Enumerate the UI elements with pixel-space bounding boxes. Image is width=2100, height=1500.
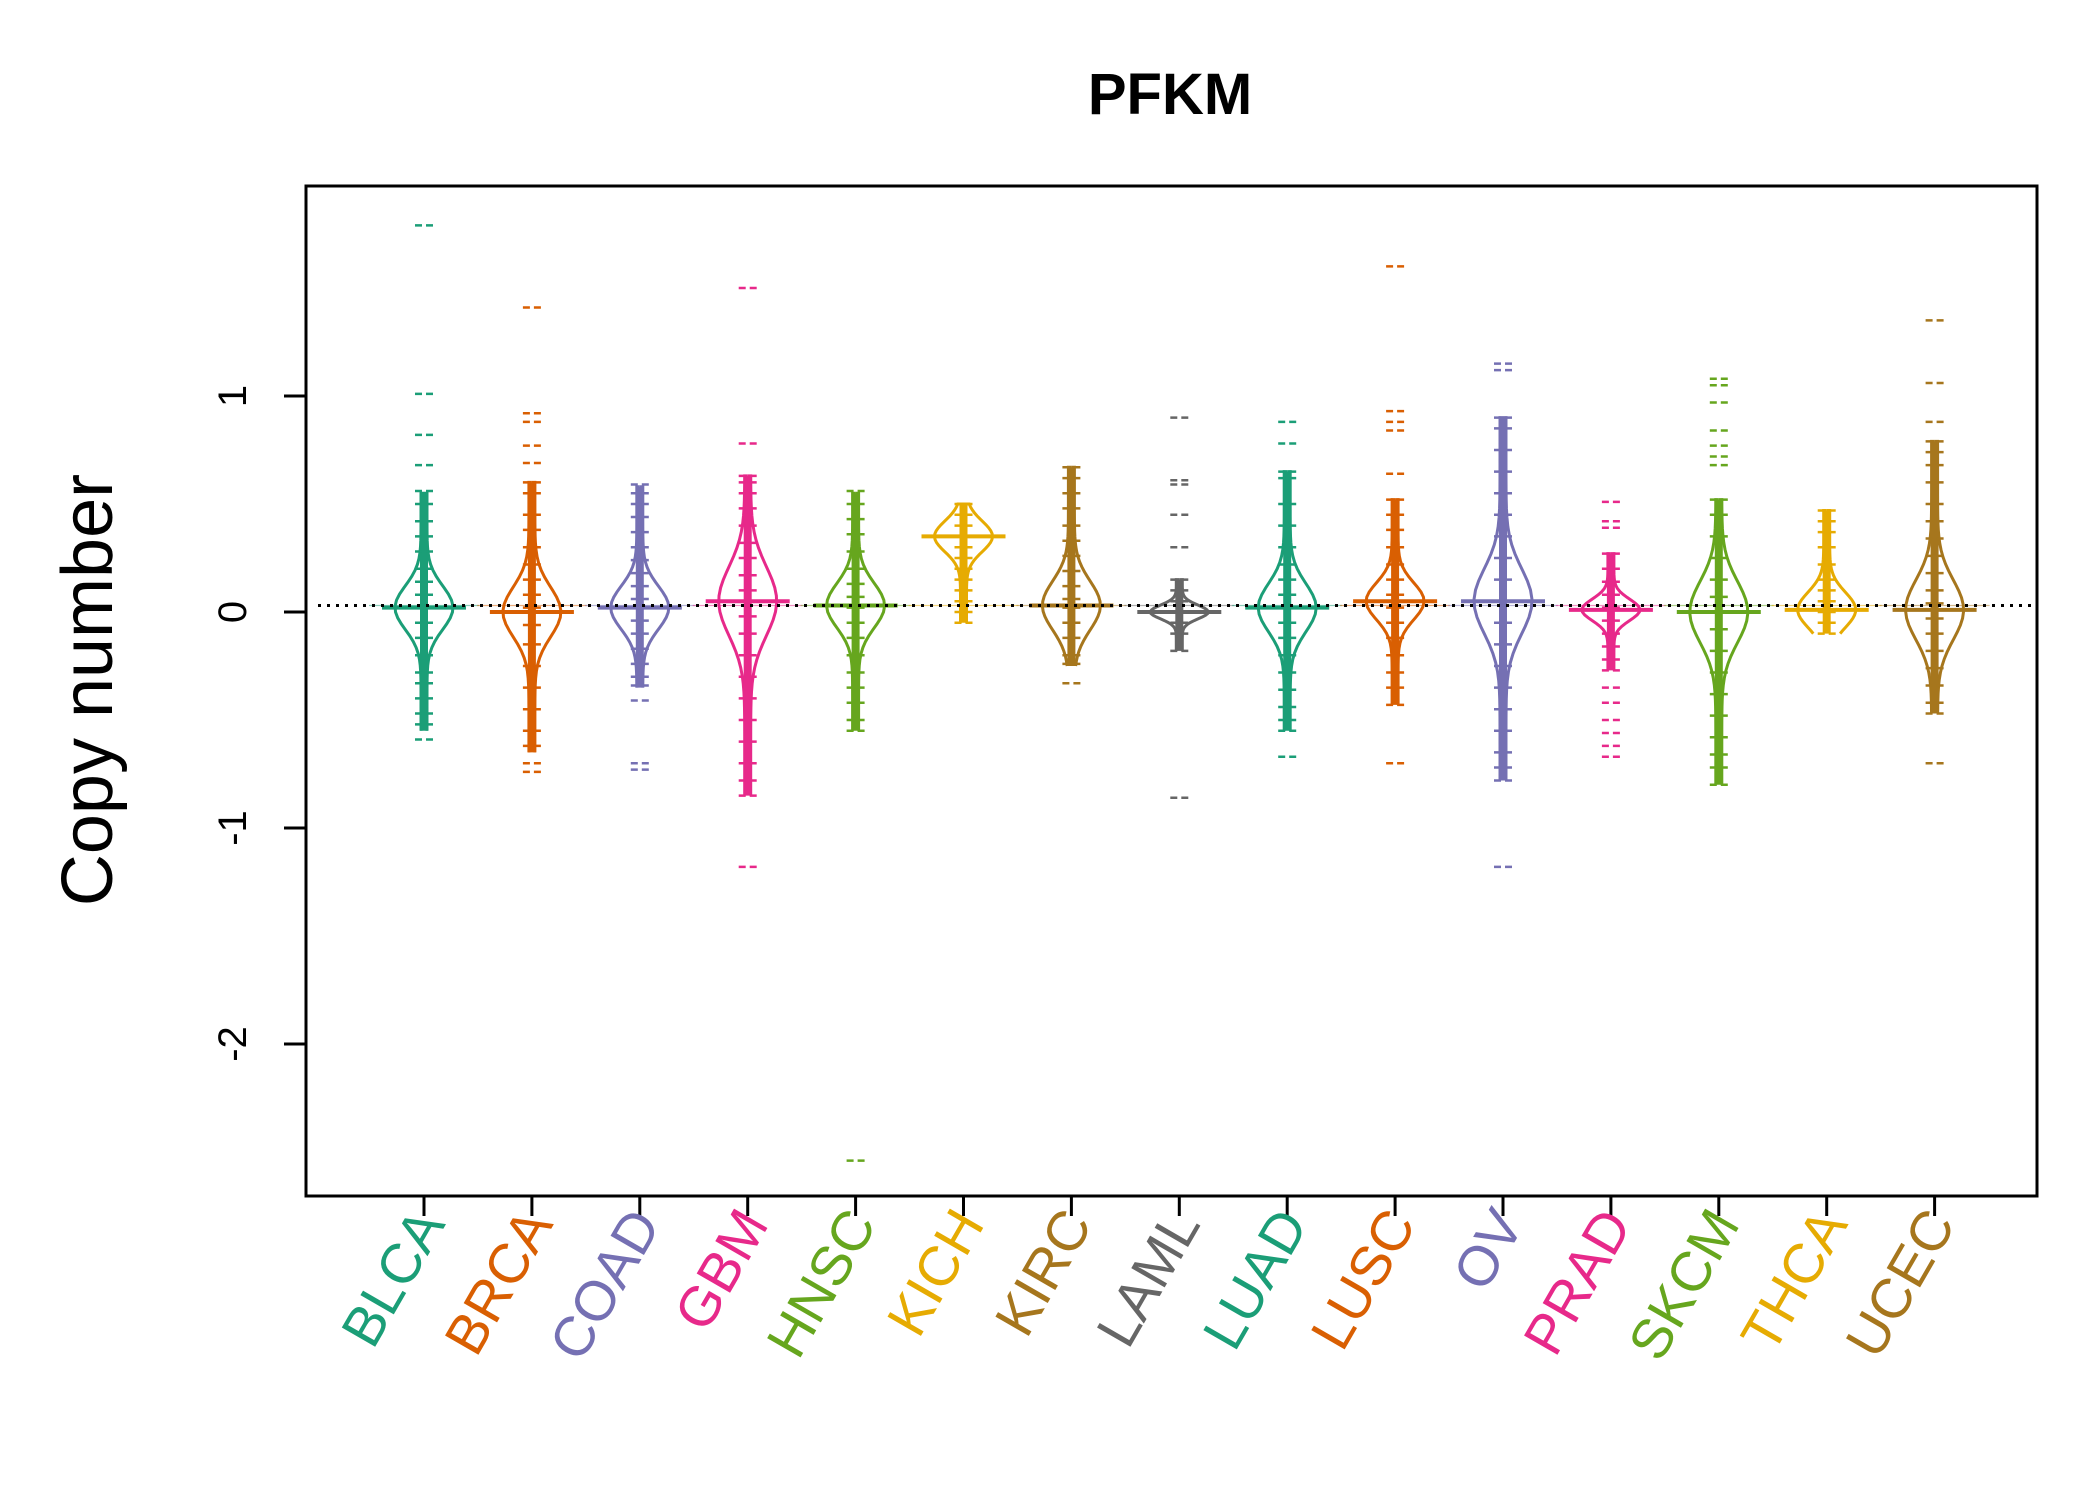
bean-outline-left [1040,465,1072,667]
bean-outline-left [1688,498,1719,785]
bean-outline-left [501,480,532,753]
bean-laml [1124,416,1235,800]
x-tick-label-kich: KICH [874,1199,995,1346]
bean-outline-right [1071,465,1102,667]
bean-outline-right [1826,508,1858,635]
bean-outline-right [1718,498,1750,785]
y-tick-label: -2 [211,1026,255,1062]
bean-outline-left [1796,508,1827,635]
plot-frame [304,184,2039,1198]
bean-outline-right [855,491,887,731]
bean-coad [584,483,695,771]
bean-outline-right [531,480,563,753]
x-tick-label-laml: LAML [1084,1199,1212,1357]
bean-luad [1232,420,1343,758]
bean-gbm [692,286,803,869]
y-tick-label: 0 [211,601,255,623]
bean-outline-right [747,474,779,796]
x-tick-label-hnsc: HNSC [754,1199,888,1368]
bean-layer [369,224,1990,1162]
bean-brca [476,306,587,774]
y-axis-label: Copy number [48,474,128,906]
x-tick-label-coad: COAD [537,1199,672,1371]
bean-blca [369,224,479,741]
bean-lusc [1340,265,1451,765]
bean-outline-left [1580,552,1611,671]
bean-outline-left [393,491,424,731]
bean-thca [1771,508,1882,635]
bean-outline-left [1256,470,1288,731]
y-tick-label: 1 [211,385,255,407]
x-tick-label-gbm: GBM [662,1199,780,1341]
bean-skcm [1663,377,1774,787]
bean-outline-right [1287,470,1318,731]
bean-outline-left [825,491,856,731]
bean-kirc [1016,465,1127,685]
bean-hnsc [800,489,911,1162]
x-tick-label-ucec: UCEC [1833,1199,1967,1368]
chart-title: PFKM [1088,62,1252,127]
bean-ov [1448,362,1558,869]
y-tick-label: -1 [211,810,255,846]
y-axis: -2 -1 0 1 [211,385,306,1062]
x-tick-label-skcm: SKCM [1616,1199,1751,1371]
bean-outline-left [717,474,748,796]
x-tick-label-luad: LUAD [1190,1199,1319,1360]
x-tick-label-lusc: LUSC [1298,1199,1427,1360]
bean-outline-right [1610,552,1642,671]
bean-ucec [1879,319,1990,765]
x-tick-label-ov: OV [1440,1198,1535,1300]
bean-prad [1555,500,1666,758]
bean-kich [908,502,1019,625]
bean-outline-right [424,491,455,731]
